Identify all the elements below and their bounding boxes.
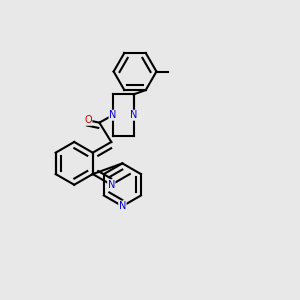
Text: N: N [109,110,116,120]
Text: O: O [84,115,92,125]
Text: N: N [108,180,115,190]
Text: N: N [130,110,137,120]
Text: N: N [119,201,126,211]
